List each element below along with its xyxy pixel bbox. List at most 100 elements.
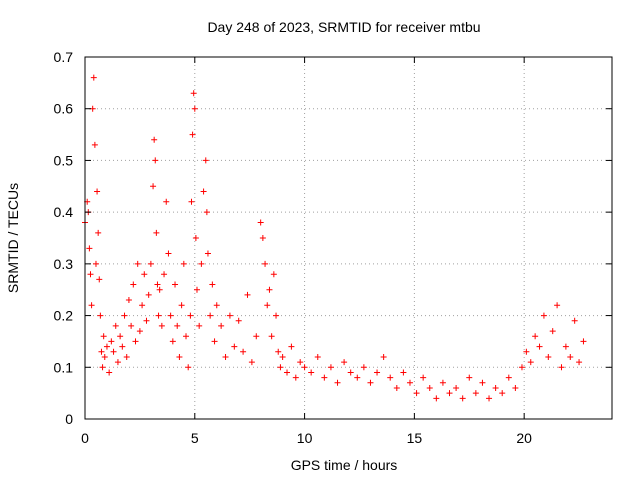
x-tick-label: 20 [516,430,532,446]
y-tick-label: 0.4 [54,204,74,220]
data-point [150,183,157,190]
data-point [200,188,207,195]
axis-ticks [84,56,612,420]
data-point [123,353,130,360]
y-tick-label: 0.6 [54,101,74,117]
data-point [380,353,387,360]
data-point [426,384,433,391]
data-point [202,157,209,164]
data-point [143,317,150,324]
data-point [190,90,197,97]
data-point [132,338,139,345]
data-point [100,333,107,340]
data-point [288,343,295,350]
data-point [145,291,152,298]
data-point [191,105,198,112]
y-tick-label: 0 [65,411,73,427]
data-point [334,379,341,386]
data-point [211,338,218,345]
data-point [196,322,203,329]
data-point [128,322,135,329]
data-point [130,281,137,288]
x-tick-label: 5 [191,430,199,446]
data-point [248,359,255,366]
data-point [347,369,354,376]
x-tick-label: 10 [297,430,313,446]
x-axis-label: GPS time / hours [291,457,398,473]
data-point [204,250,211,257]
data-point [147,260,154,267]
data-point [193,286,200,293]
data-point [314,353,321,360]
data-point [99,364,106,371]
data-point [275,348,282,355]
data-point [108,338,115,345]
data-point [492,384,499,391]
data-point [141,271,148,278]
data-point [139,302,146,309]
data-point [268,333,275,340]
data-point [172,281,179,288]
data-point [169,338,176,345]
y-tick-labels: 0 0.1 0.2 0.3 0.4 0.5 0.6 0.7 [54,49,74,427]
data-point [518,364,525,371]
data-point [273,312,280,319]
data-point [466,374,473,381]
data-point [266,286,273,293]
data-point [222,353,229,360]
data-point [264,302,271,309]
data-point [387,374,394,381]
data-point [499,390,506,397]
data-point [94,188,101,195]
data-point [532,333,539,340]
data-point [327,364,334,371]
data-point [354,374,361,381]
data-point [453,384,460,391]
data-point [91,141,98,148]
data-point [549,328,556,335]
data-point [536,343,543,350]
data-point [185,364,192,371]
data-point [165,250,172,257]
data-point [112,322,119,329]
data-point [446,390,453,397]
data-point [180,260,187,267]
data-point [198,260,205,267]
data-point [360,364,367,371]
chart-title: Day 248 of 2023, SRMTID for receiver mtb… [207,19,480,35]
data-point [297,359,304,366]
data-point [153,229,160,236]
data-point [367,379,374,386]
data-point [567,353,574,360]
data-point [97,312,104,319]
y-tick-label: 0.2 [54,308,74,324]
data-point [279,353,286,360]
data-point [155,312,162,319]
data-point [262,260,269,267]
data-point [277,364,284,371]
data-point [292,374,299,381]
data-point [117,333,124,340]
y-tick-label: 0.7 [54,49,74,65]
data-point [207,312,214,319]
data-point [420,374,427,381]
data-point [110,348,117,355]
data-point [163,198,170,205]
data-point [167,312,174,319]
data-point [433,395,440,402]
data-point [580,338,587,345]
data-point [270,271,277,278]
data-point [213,302,220,309]
data-point [472,390,479,397]
data-point [479,379,486,386]
data-point [240,348,247,355]
data-point [400,369,407,376]
data-point [562,343,569,350]
data-point [209,281,216,288]
data-point [406,379,413,386]
data-point [459,395,466,402]
data-point [176,353,183,360]
data-point [174,322,181,329]
data-point [512,384,519,391]
